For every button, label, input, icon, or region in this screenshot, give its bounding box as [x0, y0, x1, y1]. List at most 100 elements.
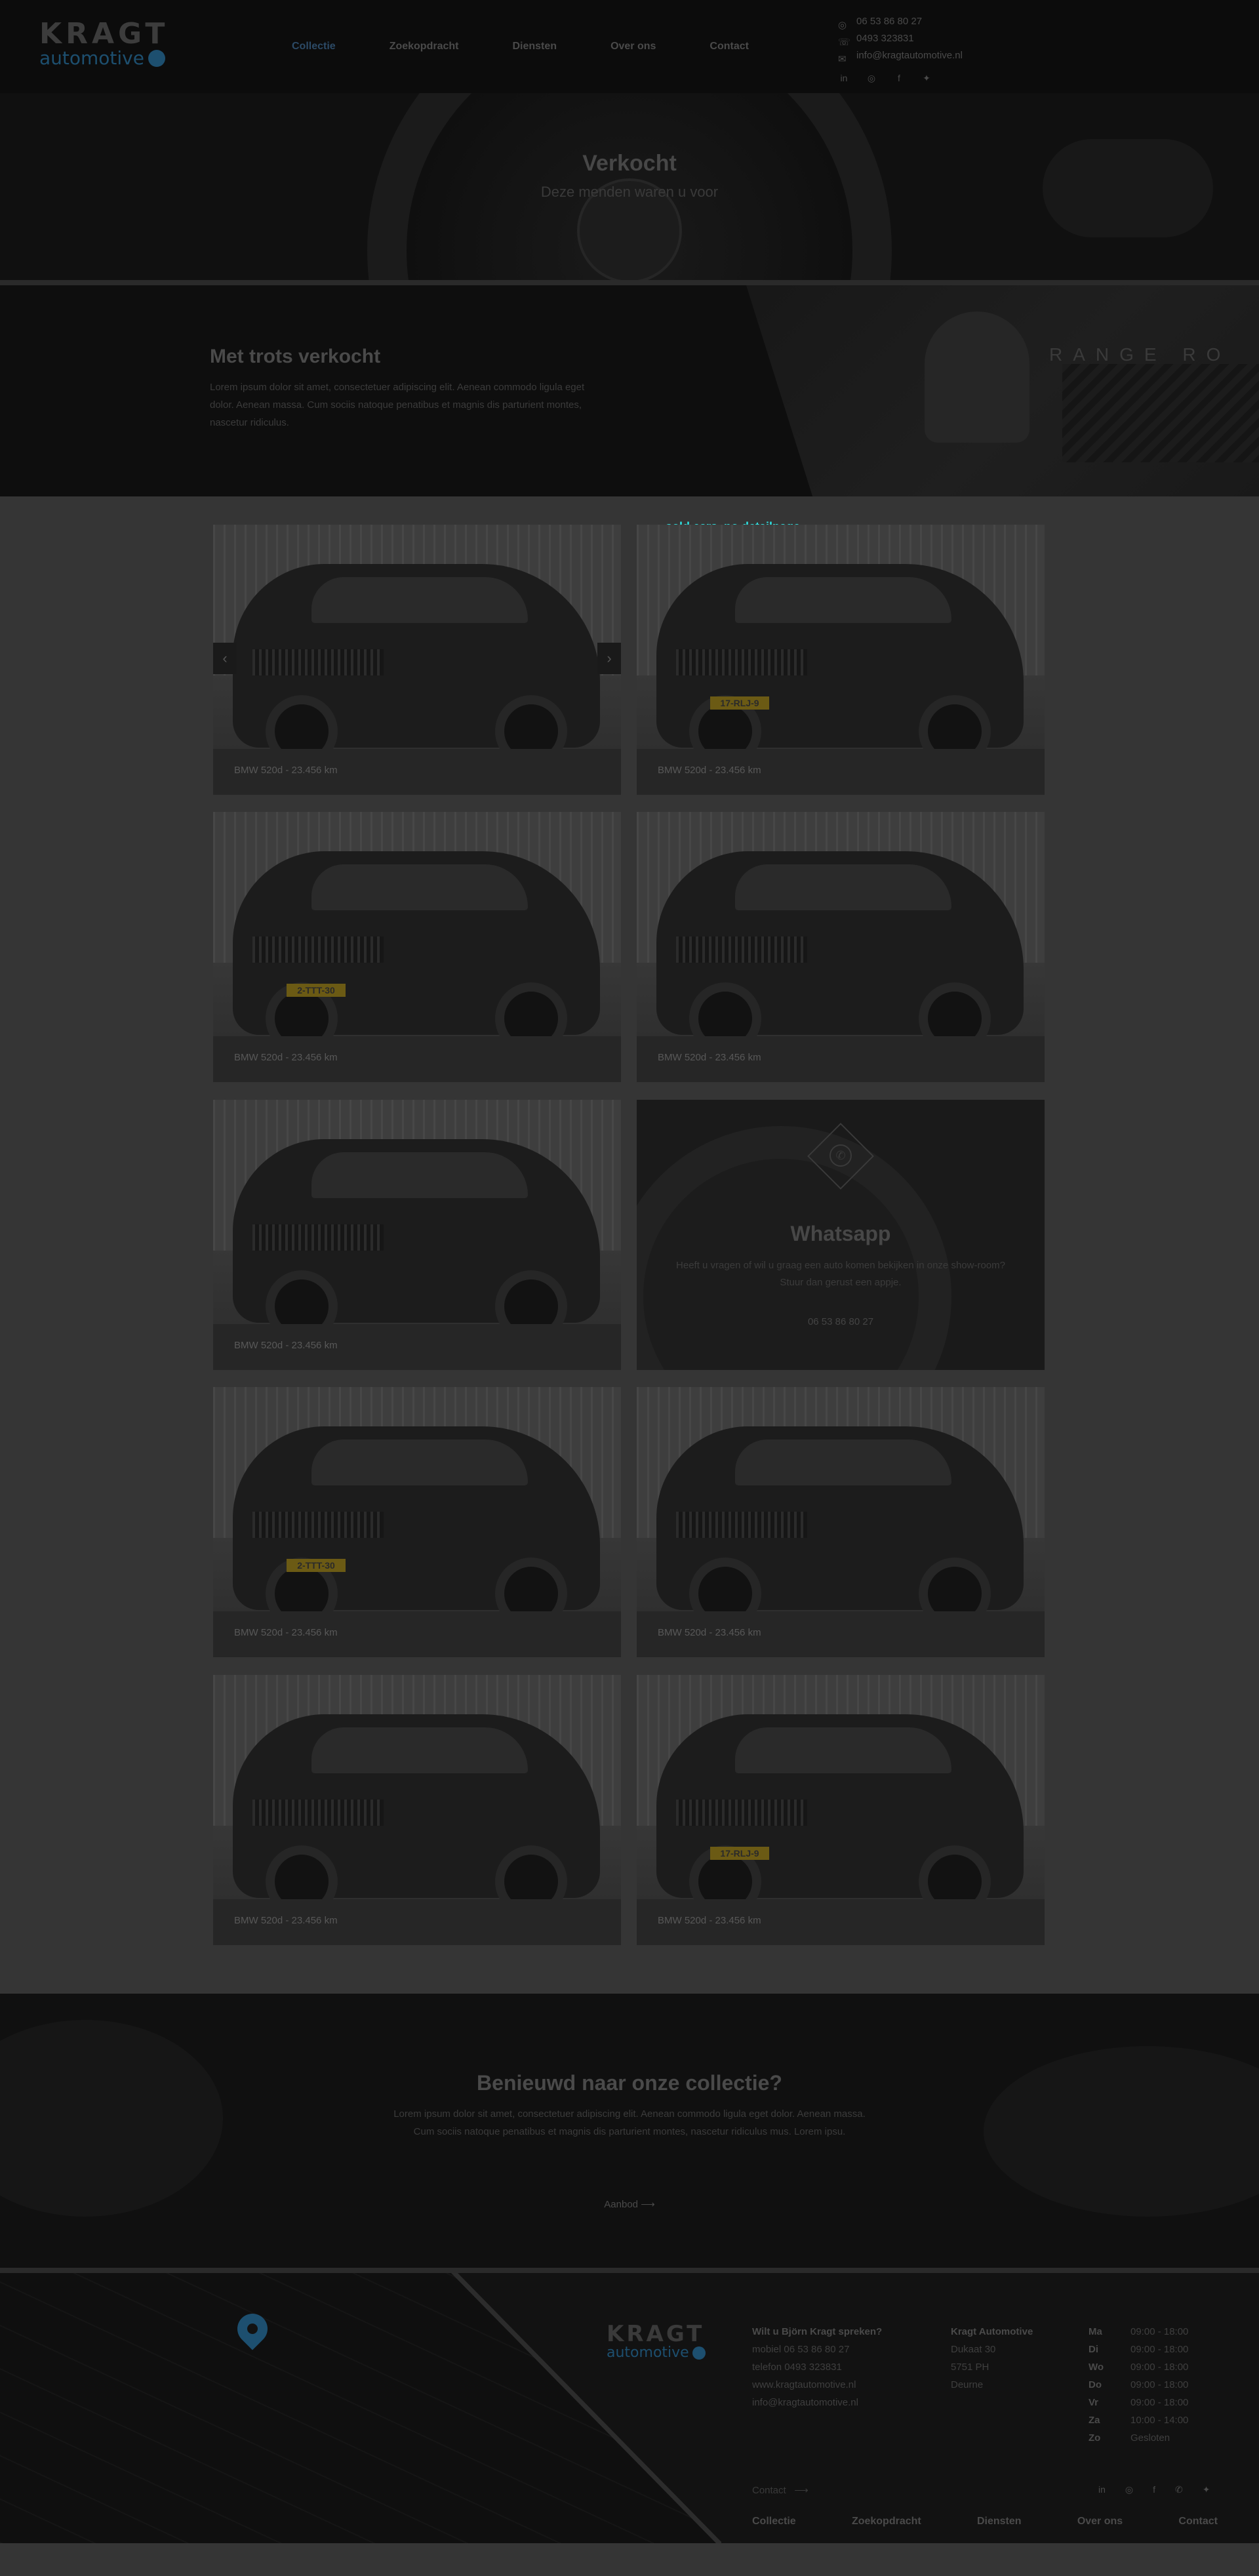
nav-item-diensten[interactable]: Diensten [512, 41, 557, 52]
footer-mobile[interactable]: mobiel 06 53 86 80 27 [752, 2344, 850, 2355]
car-caption: BMW 520d - 23.456 km [234, 1052, 338, 1063]
car-card[interactable]: BMW 520d - 23.456 km [637, 812, 1045, 1082]
car-card[interactable]: BMW 520d - 23.456 km [213, 1100, 621, 1370]
car-card[interactable]: BMW 520d - 23.456 km [637, 1387, 1045, 1657]
aanbod-button[interactable]: Aanbod ⟶ [0, 2198, 1259, 2210]
car-card[interactable]: 2-TTT-30 BMW 520d - 23.456 km [213, 1387, 621, 1657]
linkedin-icon[interactable]: in [1098, 2484, 1106, 2495]
car-photo [656, 1714, 1024, 1918]
whatsapp-card[interactable]: ✆ Whatsapp Heeft u vragen of wil u graag… [637, 1100, 1045, 1370]
site-footer: KRAGT automotive Wilt u Björn Kragt spre… [0, 2273, 1259, 2543]
footer-logo[interactable]: KRAGT automotive [607, 2323, 706, 2361]
car-caption-bar: BMW 520d - 23.456 km [637, 749, 1045, 795]
logo[interactable]: KRAGT automotive [39, 20, 169, 68]
footer-map[interactable] [0, 2273, 718, 2543]
intro-photo-brand-text: RANGE RO [1049, 344, 1231, 365]
whatsapp-icon[interactable]: ✆ [1175, 2484, 1183, 2495]
car-window [311, 864, 528, 910]
car-caption: BMW 520d - 23.456 km [234, 1915, 338, 1926]
car-grille [676, 649, 807, 675]
footer-zip: 5751 PH [951, 2362, 989, 2373]
hero-knob-image [1043, 139, 1213, 237]
car-card[interactable]: ‹ › BMW 520d - 23.456 km [213, 525, 621, 795]
chevron-left-icon[interactable]: ‹ [213, 643, 237, 674]
whatsapp-icon: ◎ [838, 20, 847, 31]
header-social: in ◎ f ✦ [839, 70, 963, 87]
footer-phone[interactable]: telefon 0493 323831 [752, 2362, 842, 2373]
site-header: KRAGT automotive Collectie Zoekopdracht … [0, 0, 1259, 93]
whatsapp-phone[interactable]: 06 53 86 80 27 [807, 1316, 874, 1327]
car-grille [676, 1800, 807, 1826]
hours-time: 09:00 - 18:00 [1130, 2362, 1189, 2373]
header-phone-number[interactable]: 0493 323831 [856, 33, 914, 44]
footer-contact-link[interactable]: Contact ⟶ [752, 2484, 809, 2496]
car-grille [252, 1800, 384, 1826]
footer-nav-contact[interactable]: Contact [1178, 2516, 1218, 2527]
twitter-icon[interactable]: ✦ [923, 73, 930, 83]
hours-time: Gesloten [1130, 2432, 1170, 2444]
aanbod-button-label: Aanbod [604, 2199, 639, 2210]
chevron-right-icon[interactable]: › [597, 643, 621, 674]
car-photo [656, 1426, 1024, 1630]
car-caption-bar: BMW 520d - 23.456 km [213, 749, 621, 795]
car-photo [233, 1714, 600, 1918]
footer-nav-zoekopdracht[interactable]: Zoekopdracht [851, 2516, 921, 2527]
mail-icon: ✉ [838, 54, 847, 65]
footer-logo-word-kragt: KRAGT [607, 2321, 705, 2347]
phone-icon: ☏ [838, 37, 850, 48]
footer-logo-word-automotive-text: automotive [607, 2345, 689, 2361]
car-photo [233, 851, 600, 1055]
whatsapp-icon: ✆ [829, 1144, 852, 1167]
instagram-icon[interactable]: ◎ [867, 73, 876, 83]
whatsapp-text: Heeft u vragen of wil u graag een auto k… [676, 1260, 1005, 1288]
car-caption: BMW 520d - 23.456 km [658, 1915, 761, 1926]
header-whatsapp-number[interactable]: 06 53 86 80 27 [856, 16, 923, 27]
intro-text: Lorem ipsum dolor sit amet, consectetuer… [210, 382, 585, 428]
nav-item-over-ons[interactable]: Over ons [610, 41, 656, 52]
footer-city: Deurne [951, 2379, 984, 2390]
car-card[interactable]: 17-RLJ-9 BMW 520d - 23.456 km [637, 525, 1045, 795]
footer-logo-word-automotive: automotive [607, 2345, 706, 2361]
instagram-icon[interactable]: ◎ [1125, 2484, 1134, 2495]
header-email[interactable]: info@kragtautomotive.nl [856, 50, 963, 61]
linkedin-icon[interactable]: in [840, 73, 848, 83]
twitter-icon[interactable]: ✦ [1202, 2484, 1210, 2495]
nav-item-contact[interactable]: Contact [709, 41, 749, 52]
car-card[interactable]: 17-RLJ-9 BMW 520d - 23.456 km [637, 1675, 1045, 1945]
cta-text: Lorem ipsum dolor sit amet, consectetuer… [393, 2108, 866, 2137]
cta-bg-shape [984, 2046, 1259, 2217]
car-card[interactable]: 2-TTT-30 BMW 520d - 23.456 km [213, 812, 621, 1082]
car-caption-bar: BMW 520d - 23.456 km [213, 1611, 621, 1657]
footer-contact-link-label: Contact [752, 2485, 786, 2496]
globe-icon [148, 50, 165, 67]
hours-time: 10:00 - 14:00 [1130, 2415, 1189, 2426]
footer-nav-diensten[interactable]: Diensten [976, 2516, 1022, 2527]
car-caption-bar: BMW 520d - 23.456 km [213, 1036, 621, 1082]
footer-nav-collectie[interactable]: Collectie [752, 2516, 796, 2527]
facebook-icon[interactable]: f [1153, 2484, 1156, 2495]
nav-item-collectie[interactable]: Collectie [292, 41, 336, 52]
footer-nav-over-ons[interactable]: Over ons [1077, 2516, 1123, 2527]
car-window [735, 1727, 951, 1773]
footer-website[interactable]: www.kragtautomotive.nl [752, 2379, 856, 2390]
nav-item-zoekopdracht[interactable]: Zoekopdracht [389, 41, 459, 52]
cta-section: Benieuwd naar onze collectie? Lorem ipsu… [0, 1994, 1259, 2268]
facebook-icon[interactable]: f [898, 73, 900, 83]
car-caption-bar: BMW 520d - 23.456 km [637, 1036, 1045, 1082]
footer-email[interactable]: info@kragtautomotive.nl [752, 2397, 858, 2408]
car-photo [233, 564, 600, 767]
car-card[interactable]: BMW 520d - 23.456 km [213, 1675, 621, 1945]
hero-wheel-hub [577, 178, 682, 280]
hours-day: Di [1089, 2344, 1098, 2355]
logo-word-automotive-text: automotive [39, 47, 144, 69]
car-caption-bar: BMW 520d - 23.456 km [637, 1899, 1045, 1945]
cta-title: Benieuwd naar onze collectie? [477, 2071, 782, 2095]
car-window [311, 1152, 528, 1198]
footer-address-column: Kragt Automotive Dukaat 30 5751 PH Deurn… [951, 2323, 1033, 2394]
car-grille [252, 1224, 384, 1251]
car-photo [233, 1426, 600, 1630]
hours-day: Zo [1089, 2432, 1101, 2444]
hours-day: Wo [1089, 2362, 1104, 2373]
divider [0, 280, 1259, 285]
car-caption: BMW 520d - 23.456 km [234, 765, 338, 776]
